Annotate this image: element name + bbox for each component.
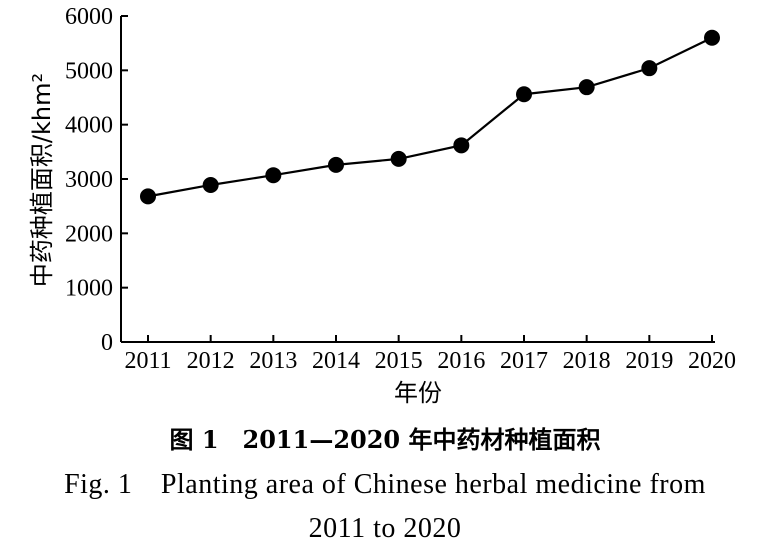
figure-caption-english: Fig. 1 Planting area of Chinese herbal m… (0, 463, 770, 551)
x-tick-label: 2013 (249, 348, 297, 374)
data-point (578, 79, 595, 96)
x-tick-label: 2016 (437, 348, 485, 374)
x-ticks: 2011 2012 2013 2014 2015 2016 2017 2018 2019 2020 (124, 335, 736, 374)
figure-caption-chinese: 图 1 2011—2020 年中药材种植面积 (169, 425, 601, 454)
y-tick-label: 3000 (65, 167, 113, 193)
data-point (453, 137, 470, 154)
y-tick-label: 2000 (65, 221, 113, 247)
figure-caption-english-line-1: Fig. 1 Planting area of Chinese herbal m… (64, 469, 706, 500)
x-tick-label: 2014 (312, 348, 360, 374)
data-point (516, 86, 532, 103)
data-point (328, 156, 344, 173)
data-point (390, 150, 407, 167)
x-tick-label: 2011 (124, 348, 171, 374)
data-points (140, 29, 720, 205)
y-tick-label: 4000 (65, 113, 113, 139)
y-ticks: 0 1000 2000 3000 4000 5000 6000 (65, 4, 128, 356)
x-axis-label: 年份 (394, 379, 442, 407)
data-point (641, 60, 658, 77)
data-point (140, 188, 156, 205)
series-line (147, 36, 713, 198)
data-point (202, 176, 219, 193)
x-tick-label: 2017 (500, 348, 548, 374)
y-tick-label: 6000 (65, 4, 113, 30)
y-axis-label: 中药种植面积/khm² (28, 73, 56, 287)
y-tick-label: 0 (101, 330, 113, 356)
x-tick-label: 2012 (187, 348, 235, 374)
y-tick-label: 1000 (65, 276, 113, 302)
x-tick-label: 2019 (625, 348, 673, 374)
y-tick-label: 5000 (65, 58, 113, 84)
figure-caption-english-line-2: 2011 to 2020 (308, 513, 462, 544)
data-point (704, 29, 720, 46)
x-tick-label: 2018 (563, 348, 611, 374)
data-point (265, 167, 282, 184)
x-tick-label: 2020 (688, 348, 736, 374)
x-tick-label: 2015 (375, 348, 423, 374)
